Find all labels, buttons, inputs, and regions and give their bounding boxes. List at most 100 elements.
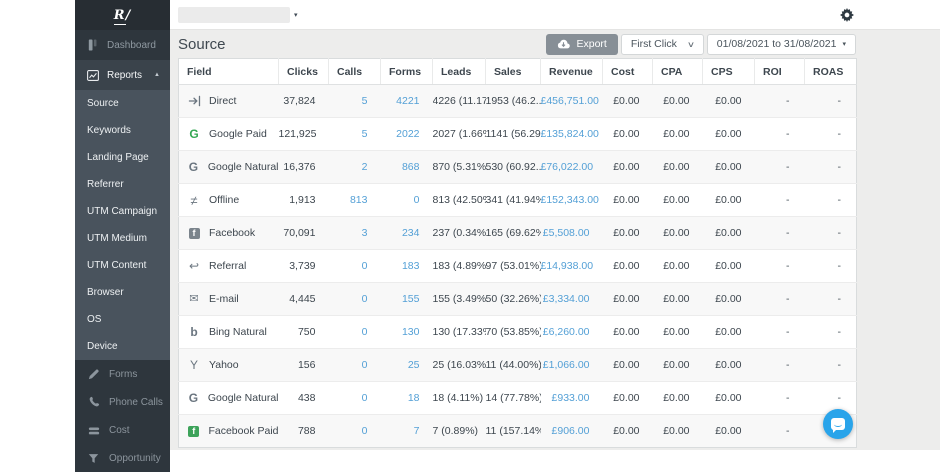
cell-clicks: 750: [278, 315, 329, 349]
column-header-field[interactable]: Field: [178, 58, 279, 85]
cell-cpa: £0.00: [652, 315, 703, 349]
cell-calls[interactable]: 0: [328, 348, 381, 382]
cell-cost: £0.00: [602, 381, 653, 415]
cell-roi: -: [754, 315, 805, 349]
cell-revenue[interactable]: £933.00: [540, 381, 603, 415]
column-header-calls[interactable]: Calls: [328, 58, 381, 85]
date-range-value: 01/08/2021 to 31/08/2021: [716, 38, 837, 50]
account-dropdown[interactable]: [178, 6, 290, 23]
cell-roas: -: [804, 315, 857, 349]
sidebar-item-forms[interactable]: Forms: [75, 360, 170, 388]
sidebar-item-dashboard[interactable]: Dashboard: [75, 30, 170, 60]
column-header-cps[interactable]: CPS: [702, 58, 755, 85]
cell-revenue[interactable]: £456,751.00: [540, 95, 599, 107]
cell-cost: £0.00: [602, 414, 653, 448]
cell-calls[interactable]: 0: [328, 381, 381, 415]
chat-launcher[interactable]: [823, 409, 853, 439]
facebook-icon: f: [187, 425, 200, 437]
cell-forms[interactable]: 130: [380, 315, 433, 349]
cell-revenue[interactable]: £5,508.00: [540, 216, 603, 250]
cell-cps: £0.00: [702, 150, 755, 184]
cell-forms[interactable]: 155: [380, 282, 433, 316]
sidebar-item-device[interactable]: Device: [87, 341, 118, 352]
date-range-dropdown[interactable]: 01/08/2021 to 31/08/2021 ▾: [706, 33, 856, 55]
cell-revenue[interactable]: £1,066.00: [540, 348, 603, 382]
sidebar-item-browser[interactable]: Browser: [87, 287, 124, 298]
sidebar-item-keywords[interactable]: Keywords: [87, 125, 131, 136]
cell-calls[interactable]: 5: [361, 95, 368, 107]
cell-revenue[interactable]: £76,022.00: [540, 150, 603, 184]
table-row-google-natural: G Google Natural 16,376 2 868 870 (5.31%) 530 …: [178, 150, 857, 184]
column-header-forms[interactable]: Forms: [380, 58, 433, 85]
google-icon: G: [188, 160, 199, 174]
cell-clicks: 70,091: [278, 216, 329, 250]
cell-forms[interactable]: 183: [380, 249, 433, 283]
sidebar-item-utm-campaign[interactable]: UTM Campaign: [87, 206, 158, 217]
column-header-revenue[interactable]: Revenue: [540, 58, 603, 85]
cell-cpa: £0.00: [652, 249, 703, 283]
cell-forms[interactable]: 0: [380, 183, 433, 217]
cell-field: ✉ E-mail: [178, 282, 279, 316]
main-area: ▾ Source Export First Click ∨ 01/08/20: [170, 0, 940, 450]
sidebar-item-source[interactable]: Source: [87, 98, 119, 109]
cell-calls[interactable]: 0: [328, 315, 381, 349]
cell-forms[interactable]: 25: [380, 348, 433, 382]
cell-leads: 7 (0.89%): [432, 414, 486, 448]
caret-down-icon[interactable]: ▾: [294, 11, 298, 19]
export-button[interactable]: Export: [546, 33, 618, 55]
cell-calls[interactable]: 0: [328, 282, 381, 316]
sidebar-item-utm-content[interactable]: UTM Content: [87, 260, 147, 271]
attribution-dropdown[interactable]: First Click ∨: [620, 33, 704, 55]
column-header-leads[interactable]: Leads: [432, 58, 486, 85]
cell-calls[interactable]: 3: [328, 216, 381, 250]
table-row-google-natural: G Google Natural 438 0 18 18 (4.11%) 14 (77.78…: [178, 381, 857, 415]
sidebar-item-label: Phone Calls: [109, 396, 163, 408]
cell-sales: 1141 (56.29%): [485, 117, 541, 151]
column-header-cpa[interactable]: CPA: [652, 58, 703, 85]
cell-revenue[interactable]: £135,824.00: [540, 117, 603, 151]
cell-forms[interactable]: 7: [380, 414, 433, 448]
gear-icon[interactable]: [840, 8, 854, 22]
cell-roas: -: [804, 150, 857, 184]
column-header-roas[interactable]: ROAS: [804, 58, 857, 85]
sidebar-item-reports[interactable]: Reports ▲: [75, 60, 170, 90]
cell-field: Y Yahoo: [178, 348, 279, 382]
cell-revenue[interactable]: £3,334.00: [540, 282, 603, 316]
cell-forms[interactable]: 2022: [380, 117, 433, 151]
sidebar-item-os[interactable]: OS: [87, 314, 102, 325]
cell-forms[interactable]: 18: [380, 381, 433, 415]
cell-forms[interactable]: 4221: [396, 95, 420, 107]
sidebar-item-referrer[interactable]: Referrer: [87, 179, 124, 190]
cell-revenue[interactable]: £6,260.00: [540, 315, 603, 349]
cell-revenue[interactable]: £152,343.00: [540, 183, 603, 217]
sidebar-item-phone-calls[interactable]: Phone Calls: [75, 388, 170, 416]
column-header-sales[interactable]: Sales: [485, 58, 541, 85]
table-row-referral: ↩ Referral 3,739 0 183 183 (4.89%) 97 (53.01%)…: [178, 249, 857, 283]
cell-calls[interactable]: 0: [328, 249, 381, 283]
cell-sales: 97 (53.01%): [485, 249, 541, 283]
collapse-caret-icon[interactable]: ▲: [154, 72, 160, 78]
cell-cps: £0.00: [702, 216, 755, 250]
column-header-roi[interactable]: ROI: [754, 58, 805, 85]
column-header-clicks[interactable]: Clicks: [278, 58, 329, 85]
source-table: Field Clicks Calls Forms Leads Sales Revenue Co…: [178, 58, 857, 448]
cell-cost: £0.00: [602, 216, 653, 250]
sidebar-item-landing-page[interactable]: Landing Page: [87, 152, 149, 163]
cell-forms[interactable]: 234: [380, 216, 433, 250]
cell-sales: 165 (69.62%): [485, 216, 541, 250]
sidebar-item-opportunity[interactable]: Opportunity: [75, 444, 170, 472]
column-header-cost[interactable]: Cost: [602, 58, 653, 85]
sidebar-item-cost[interactable]: Cost: [75, 416, 170, 444]
cell-calls[interactable]: 0: [328, 414, 381, 448]
cell-roas: -: [804, 216, 857, 250]
cell-roi: -: [754, 183, 805, 217]
cell-forms[interactable]: 868: [380, 150, 433, 184]
sidebar-item-utm-medium[interactable]: UTM Medium: [87, 233, 148, 244]
cell-revenue[interactable]: £14,938.00: [540, 249, 603, 283]
logo-box[interactable]: R/: [75, 0, 170, 30]
reports-submenu: Source Keywords Landing Page Referrer UTM Ca…: [75, 90, 170, 360]
cell-calls[interactable]: 813: [328, 183, 381, 217]
cell-calls[interactable]: 5: [328, 117, 381, 151]
cell-revenue[interactable]: £906.00: [540, 414, 603, 448]
cell-calls[interactable]: 2: [328, 150, 381, 184]
